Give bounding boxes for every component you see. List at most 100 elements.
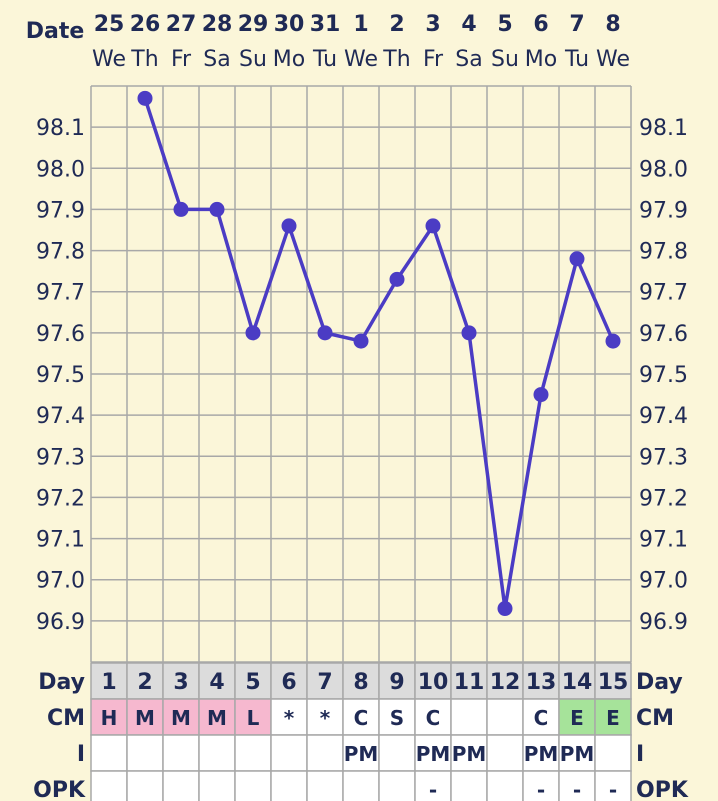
y-tick-label-left: 98.0 xyxy=(36,157,85,182)
y-tick-label-left: 97.2 xyxy=(36,486,85,511)
y-tick-label-left: 97.5 xyxy=(36,363,85,388)
cycle-day: 7 xyxy=(317,670,332,695)
temperature-point xyxy=(317,325,333,341)
y-tick-label-right: 97.6 xyxy=(639,322,688,347)
opk-value-cell xyxy=(450,770,488,801)
weekday-label: Fr xyxy=(171,47,192,72)
y-tick-label-right: 97.3 xyxy=(639,445,688,470)
opk-value-cell xyxy=(234,770,272,801)
cm-value-cell xyxy=(558,698,596,736)
cycle-day: 5 xyxy=(245,670,260,695)
cycle-day: 2 xyxy=(137,670,152,695)
date-number: 7 xyxy=(569,12,584,37)
cm-value: L xyxy=(247,706,260,730)
opk-value-cell xyxy=(342,770,380,801)
opk-value: - xyxy=(429,778,437,801)
y-tick-label-left: 97.9 xyxy=(36,198,85,223)
intercourse-value-cell xyxy=(594,734,632,772)
weekday-label: Su xyxy=(491,47,519,72)
cycle-day: 6 xyxy=(281,670,296,695)
day-row-label-right: Day xyxy=(636,670,683,695)
opk-value-cell xyxy=(306,770,344,801)
cm-value-cell xyxy=(378,698,416,736)
cycle-day: 8 xyxy=(353,670,368,695)
cm-value: S xyxy=(390,706,404,730)
opk-value-cell xyxy=(414,770,452,801)
date-number: 1 xyxy=(353,12,368,37)
i-row-label-left: I xyxy=(77,742,85,767)
temperature-point xyxy=(461,325,477,341)
date-number: 30 xyxy=(274,12,305,37)
y-tick-label-right: 97.5 xyxy=(639,363,688,388)
cycle-day-cell xyxy=(306,662,344,700)
temperature-point xyxy=(209,201,225,217)
cm-value: * xyxy=(284,706,295,730)
temperature-point xyxy=(389,271,405,287)
y-tick-label-right: 98.1 xyxy=(639,116,688,141)
temperature-point xyxy=(137,90,153,106)
opk-value-cell xyxy=(198,770,236,801)
opk-row-label-left: OPK xyxy=(33,778,86,801)
y-tick-label-right: 97.1 xyxy=(639,528,688,553)
date-number: 5 xyxy=(497,12,512,37)
intercourse-value: PM xyxy=(560,742,595,766)
i-row-label-right: I xyxy=(636,742,644,767)
opk-row-label-right: OPK xyxy=(636,778,689,801)
cycle-day-cell xyxy=(270,662,308,700)
y-tick-label-left: 97.1 xyxy=(36,528,85,553)
intercourse-value-cell xyxy=(234,734,272,772)
y-tick-label-right: 97.2 xyxy=(639,486,688,511)
cm-value: C xyxy=(534,706,549,730)
date-number: 6 xyxy=(533,12,548,37)
date-number: 4 xyxy=(461,12,476,37)
weekday-label: Mo xyxy=(273,47,305,72)
cycle-day-cell xyxy=(198,662,236,700)
cycle-day: 4 xyxy=(209,670,224,695)
y-tick-label-left: 97.4 xyxy=(36,404,85,429)
temperature-point xyxy=(569,251,585,267)
cm-value: C xyxy=(426,706,441,730)
cycle-day: 14 xyxy=(562,670,593,695)
y-tick-label-right: 96.9 xyxy=(639,610,688,635)
intercourse-value-cell xyxy=(198,734,236,772)
cycle-day: 15 xyxy=(598,670,629,695)
opk-value: - xyxy=(573,778,581,801)
date-label: Date xyxy=(26,19,85,44)
date-number: 3 xyxy=(425,12,440,37)
temperature-line xyxy=(143,97,615,611)
cm-value-cell xyxy=(450,698,488,736)
cm-value: H xyxy=(101,706,118,730)
date-number: 29 xyxy=(238,12,269,37)
opk-value-cell xyxy=(486,770,524,801)
opk-value: - xyxy=(537,778,545,801)
date-number: 27 xyxy=(166,12,197,37)
intercourse-value-cell xyxy=(90,734,128,772)
cycle-day: 10 xyxy=(418,670,449,695)
cycle-day-cell xyxy=(450,662,488,700)
intercourse-value-cell xyxy=(162,734,200,772)
cm-value: M xyxy=(207,706,227,730)
y-tick-label-right: 98.0 xyxy=(639,157,688,182)
date-number: 31 xyxy=(310,12,341,37)
cycle-day-cell xyxy=(594,662,632,700)
y-tick-label-left: 97.7 xyxy=(36,281,85,306)
date-number: 8 xyxy=(605,12,620,37)
weekday-label: Tu xyxy=(312,47,337,72)
temperature-point xyxy=(605,333,621,349)
intercourse-value-cell xyxy=(126,734,164,772)
cycle-day: 13 xyxy=(526,670,557,695)
temperature-point xyxy=(425,218,441,234)
cm-value: E xyxy=(570,706,584,730)
weekday-label: Th xyxy=(130,47,158,72)
weekday-label: Su xyxy=(239,47,267,72)
cycle-day-cell xyxy=(486,662,524,700)
cm-value-cell xyxy=(306,698,344,736)
cm-value: M xyxy=(135,706,155,730)
y-tick-label-left: 97.6 xyxy=(36,322,85,347)
cm-value-cell xyxy=(414,698,452,736)
opk-value: - xyxy=(609,778,617,801)
opk-value-cell xyxy=(270,770,308,801)
opk-value-cell xyxy=(90,770,128,801)
intercourse-value-cell xyxy=(486,734,524,772)
cm-value: C xyxy=(354,706,369,730)
